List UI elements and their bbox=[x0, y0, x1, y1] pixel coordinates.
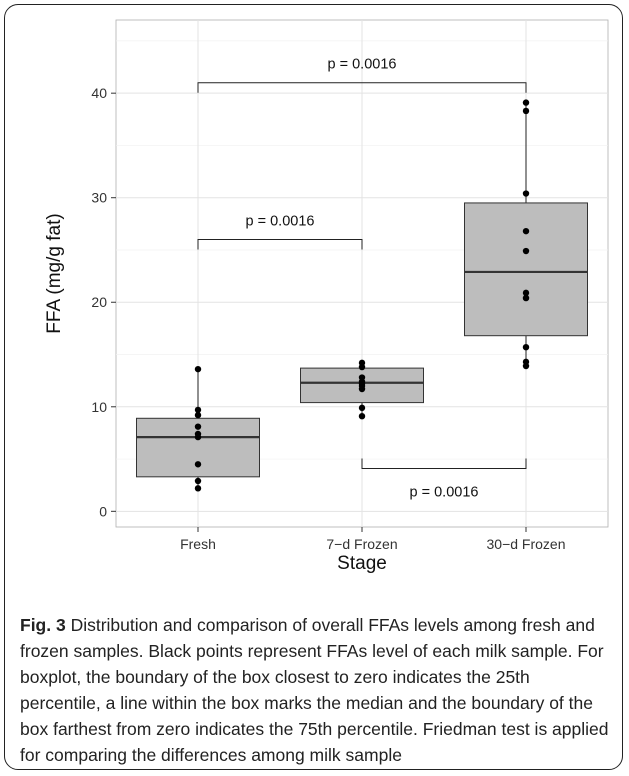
data-point bbox=[522, 227, 530, 235]
data-point bbox=[194, 461, 202, 468]
p-value-label: p = 0.0016 bbox=[246, 214, 315, 230]
y-tick-label: 40 bbox=[91, 85, 107, 101]
y-axis-ticks: 0 10 20 30 40 bbox=[91, 85, 116, 519]
y-tick-label: 30 bbox=[91, 190, 107, 206]
significance-bracket bbox=[197, 239, 363, 250]
caption-text: Distribution and comparison of overall F… bbox=[20, 615, 609, 765]
y-tick-label: 10 bbox=[91, 399, 107, 415]
p-value-label: p = 0.0016 bbox=[328, 57, 397, 73]
data-point bbox=[522, 294, 530, 302]
data-point bbox=[522, 190, 530, 197]
x-tick-label: 7−d Frozen bbox=[326, 536, 397, 552]
data-point bbox=[194, 430, 202, 438]
boxes bbox=[136, 102, 588, 489]
boxplot-chart: p = 0.0016 p = 0.0016 p = 0.0016 0 10 20 30 40… bbox=[44, 19, 609, 574]
data-point bbox=[522, 247, 530, 255]
significance-brackets: p = 0.0016 p = 0.0016 p = 0.0016 bbox=[197, 57, 527, 500]
data-point bbox=[522, 107, 530, 115]
y-axis-title: FFA (mg/g fat) bbox=[44, 213, 65, 333]
caption-label: Fig. 3 bbox=[20, 615, 66, 635]
significance-bracket bbox=[361, 458, 527, 469]
data-point bbox=[358, 412, 366, 420]
y-tick-label: 20 bbox=[91, 294, 107, 310]
data-point bbox=[358, 374, 366, 381]
data-point bbox=[522, 358, 530, 366]
y-tick-label: 0 bbox=[99, 503, 107, 519]
x-tick-label: Fresh bbox=[180, 536, 216, 552]
figure-caption: Fig. 3 Distribution and comparison of ov… bbox=[20, 612, 615, 768]
data-point bbox=[522, 289, 530, 297]
x-axis-ticks: Fresh 7−d Frozen 30−d Frozen bbox=[180, 527, 566, 552]
data-point bbox=[358, 404, 366, 412]
data-point bbox=[194, 406, 202, 414]
data-point bbox=[358, 359, 366, 367]
data-point bbox=[522, 343, 530, 351]
x-axis-title: Stage bbox=[337, 553, 387, 574]
x-tick-label: 30−d Frozen bbox=[487, 536, 566, 552]
data-point bbox=[194, 485, 202, 492]
p-value-label: p = 0.0016 bbox=[410, 484, 479, 500]
data-point bbox=[194, 477, 202, 485]
data-point bbox=[522, 99, 530, 106]
box bbox=[464, 202, 588, 337]
significance-bracket bbox=[197, 82, 527, 93]
data-point bbox=[194, 423, 202, 430]
data-point bbox=[194, 365, 202, 373]
data-points bbox=[194, 99, 530, 492]
data-point bbox=[194, 411, 202, 419]
